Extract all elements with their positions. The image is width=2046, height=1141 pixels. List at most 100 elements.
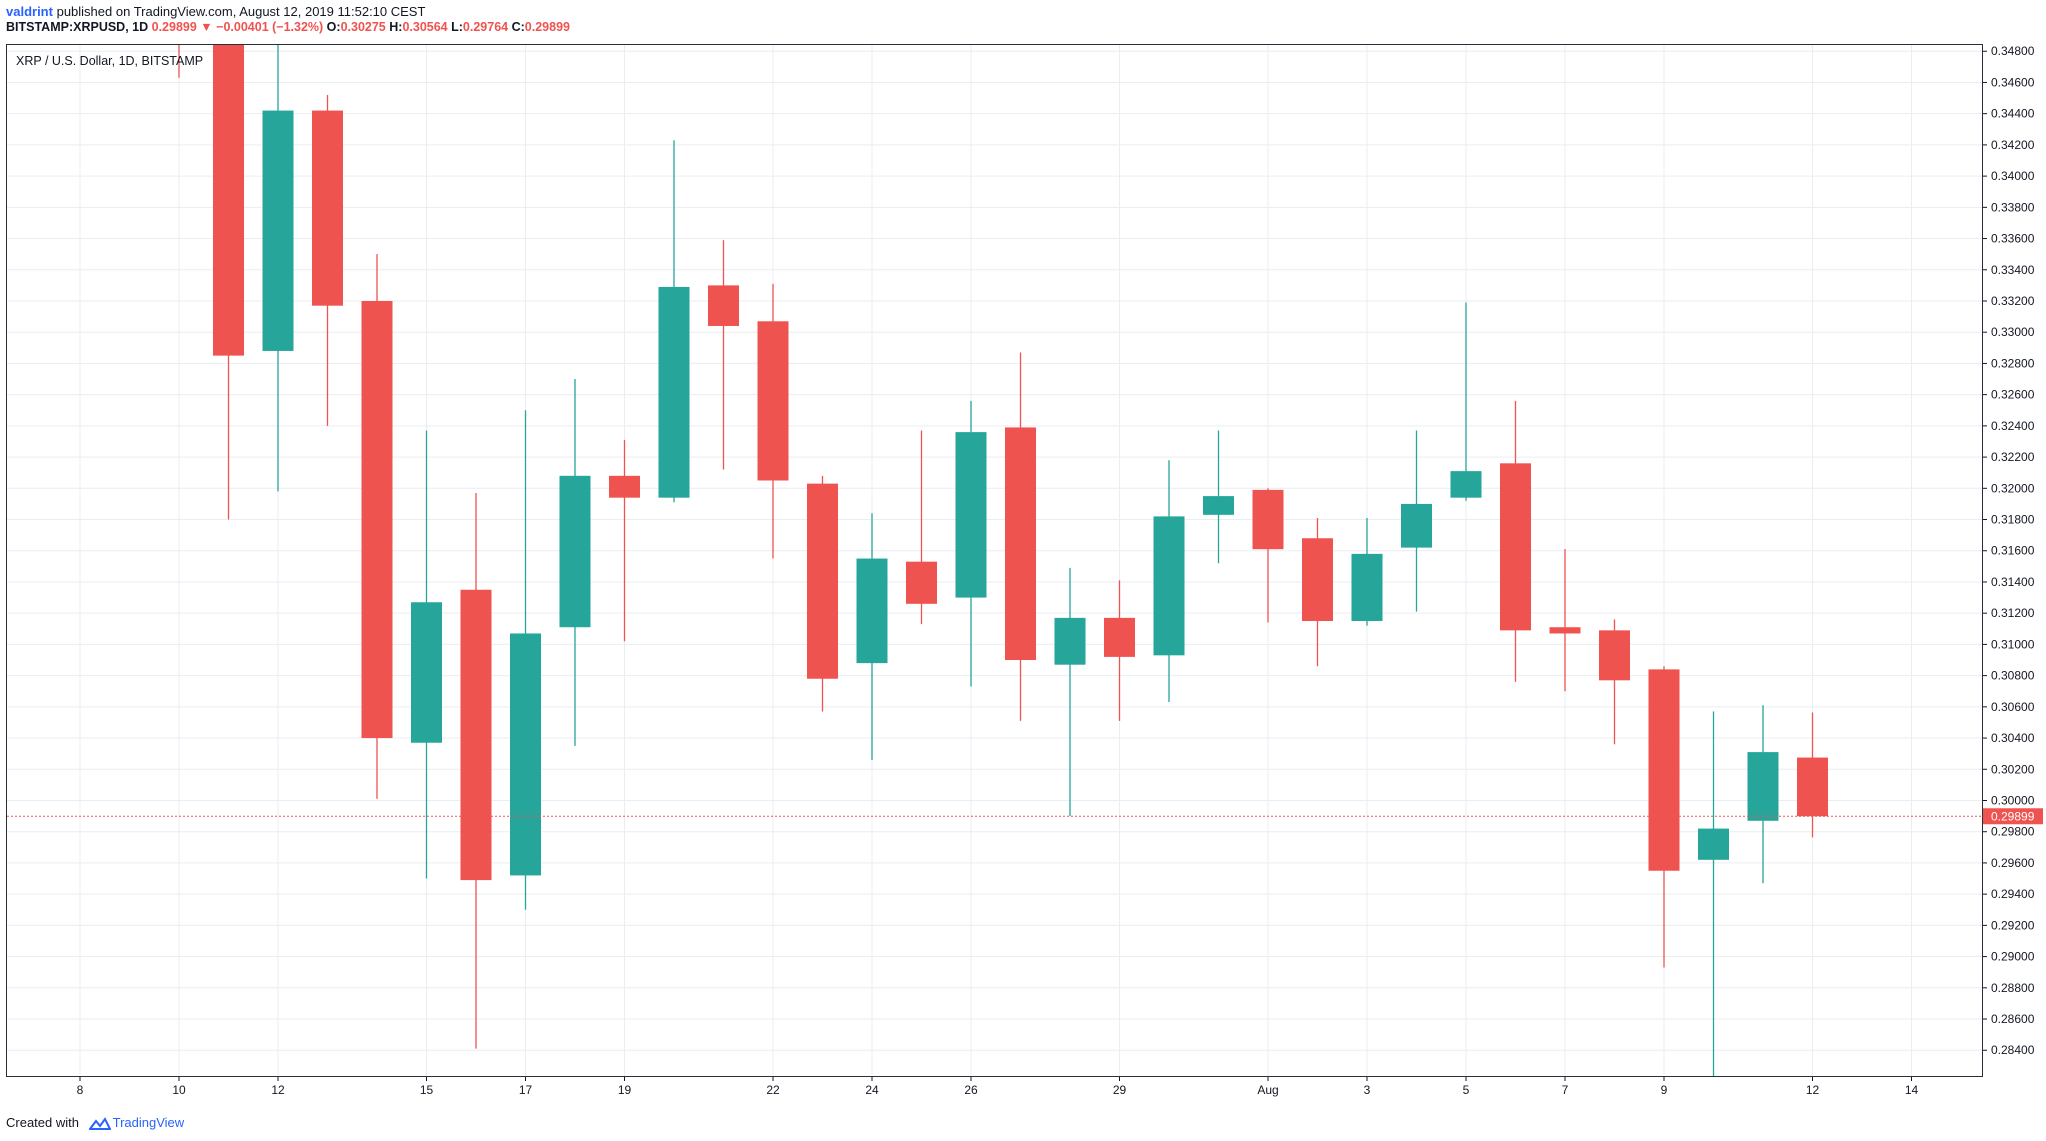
x-tick-label: 22: [766, 1083, 780, 1097]
low-value: 0.29764: [462, 20, 509, 34]
y-tick-label: 0.29000: [1991, 950, 2035, 964]
author-name[interactable]: valdrint: [6, 4, 53, 19]
y-tick-label: 0.28800: [1991, 981, 2035, 995]
candle-body: [1153, 516, 1185, 656]
y-tick-label: 0.29800: [1991, 825, 2035, 839]
y-tick-label: 0.34600: [1991, 75, 2035, 89]
candle-body: [1252, 489, 1284, 550]
open-value: 0.30275: [340, 20, 386, 34]
y-tick-label: 0.28400: [1991, 1043, 2035, 1057]
candle-body: [460, 589, 492, 881]
created-with-text: Created with: [6, 1115, 79, 1130]
candle-body: [757, 321, 789, 481]
y-tick-label: 0.31800: [1991, 513, 2035, 527]
x-tick-label: 15: [420, 1083, 434, 1097]
x-tick-label: 24: [865, 1083, 879, 1097]
chart-title: XRP / U.S. Dollar, 1D, BITSTAMP: [16, 54, 203, 68]
candle-body: [1104, 617, 1135, 657]
candle-body: [955, 432, 987, 598]
candle-body: [361, 300, 393, 739]
y-tick-label: 0.29200: [1991, 918, 2035, 932]
published-text: published on TradingView.com, August 12,…: [56, 4, 426, 19]
y-tick-label: 0.29400: [1991, 887, 2035, 901]
open-label: O:: [326, 20, 341, 34]
candle-body: [856, 558, 888, 664]
candle-body: [510, 633, 541, 876]
x-tick-label: 14: [1905, 1083, 1919, 1097]
y-tick-label: 0.34400: [1991, 107, 2035, 121]
y-tick-label: 0.30000: [1991, 793, 2035, 807]
x-tick-label: 10: [172, 1083, 186, 1097]
x-tick-label: 7: [1562, 1083, 1569, 1097]
y-tick-label: 0.32600: [1991, 388, 2035, 402]
candle-body: [213, 45, 244, 356]
last-price-label: 0.29899: [1991, 809, 2035, 823]
y-tick-label: 0.32000: [1991, 481, 2035, 495]
chart-frame: [6, 44, 1983, 1077]
candle-body: [807, 483, 838, 679]
y-tick-label: 0.31600: [1991, 544, 2035, 558]
tradingview-brand-link[interactable]: TradingView: [112, 1115, 185, 1130]
candle-body: [906, 561, 937, 604]
close-label: C:: [511, 20, 525, 34]
x-tick-label: 3: [1364, 1083, 1371, 1097]
publish-line: valdrint published on TradingView.com, A…: [6, 4, 425, 19]
candle-body: [1747, 752, 1779, 821]
x-tick-label: 9: [1661, 1083, 1668, 1097]
y-tick-label: 0.32200: [1991, 450, 2035, 464]
x-tick-label: 29: [1113, 1083, 1127, 1097]
y-tick-label: 0.32800: [1991, 356, 2035, 370]
x-tick-label: Aug: [1257, 1083, 1278, 1097]
candles: [178, 45, 1828, 1076]
last-value: 0.29899: [151, 20, 197, 34]
low-label: L:: [451, 20, 463, 34]
candle-body: [1797, 757, 1828, 817]
x-tick-label: 12: [271, 1083, 285, 1097]
candle-body: [312, 110, 343, 306]
tradingview-logo-icon: [88, 1116, 111, 1130]
down-arrow-icon: ▼: [200, 20, 213, 34]
high-value: 0.30564: [402, 20, 448, 34]
y-tick-label: 0.33400: [1991, 263, 2035, 277]
y-tick-label: 0.30600: [1991, 700, 2035, 714]
candle-body: [1648, 669, 1680, 871]
y-tick-label: 0.31000: [1991, 637, 2035, 651]
candle-body: [1500, 463, 1531, 631]
y-tick-label: 0.31200: [1991, 606, 2035, 620]
y-tick-label: 0.33000: [1991, 325, 2035, 339]
y-tick-label: 0.31400: [1991, 575, 2035, 589]
x-tick-label: 12: [1806, 1083, 1820, 1097]
candle-body: [1549, 627, 1581, 634]
y-tick-label: 0.30200: [1991, 762, 2035, 776]
candle-body: [411, 602, 442, 743]
y-tick-label: 0.32400: [1991, 419, 2035, 433]
x-tick-label: 17: [519, 1083, 533, 1097]
candle-body: [708, 285, 739, 326]
candle-body: [559, 475, 591, 628]
candle-body: [1351, 553, 1383, 621]
y-tick-label: 0.28600: [1991, 1012, 2035, 1026]
last-price-badge: [1983, 808, 2043, 825]
candle-body: [658, 286, 690, 498]
x-tick-label: 8: [77, 1083, 84, 1097]
x-tick-label: 26: [964, 1083, 978, 1097]
candle-body: [1302, 538, 1333, 621]
y-tick-label: 0.34000: [1991, 169, 2035, 183]
candle-body: [1005, 427, 1036, 661]
x-tick-label: 19: [618, 1083, 632, 1097]
symbol-line: BITSTAMP:XRPUSD, 1D 0.29899 ▼ −0.00401 (…: [6, 20, 570, 34]
high-label: H:: [389, 20, 403, 34]
y-tick-label: 0.34800: [1991, 44, 2035, 58]
candle-body: [262, 110, 294, 351]
symbol-label: BITSTAMP:XRPUSD, 1D: [6, 20, 149, 34]
y-tick-label: 0.30800: [1991, 669, 2035, 683]
y-tick-label: 0.29600: [1991, 856, 2035, 870]
candle-body: [609, 475, 640, 498]
y-tick-label: 0.33600: [1991, 232, 2035, 246]
change-value: −0.00401 (−1.32%): [216, 20, 324, 34]
y-tick-label: 0.33200: [1991, 294, 2035, 308]
y-tick-label: 0.30400: [1991, 731, 2035, 745]
overlay: 0.28400 0.28600 0.28800 0.29000 0.29200 0.294…: [7, 44, 2043, 1097]
x-tick-label: 5: [1463, 1083, 1470, 1097]
